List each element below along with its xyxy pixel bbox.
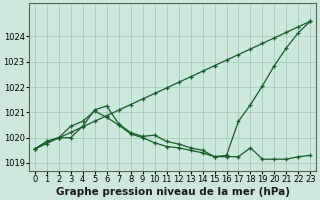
X-axis label: Graphe pression niveau de la mer (hPa): Graphe pression niveau de la mer (hPa)	[56, 187, 290, 197]
